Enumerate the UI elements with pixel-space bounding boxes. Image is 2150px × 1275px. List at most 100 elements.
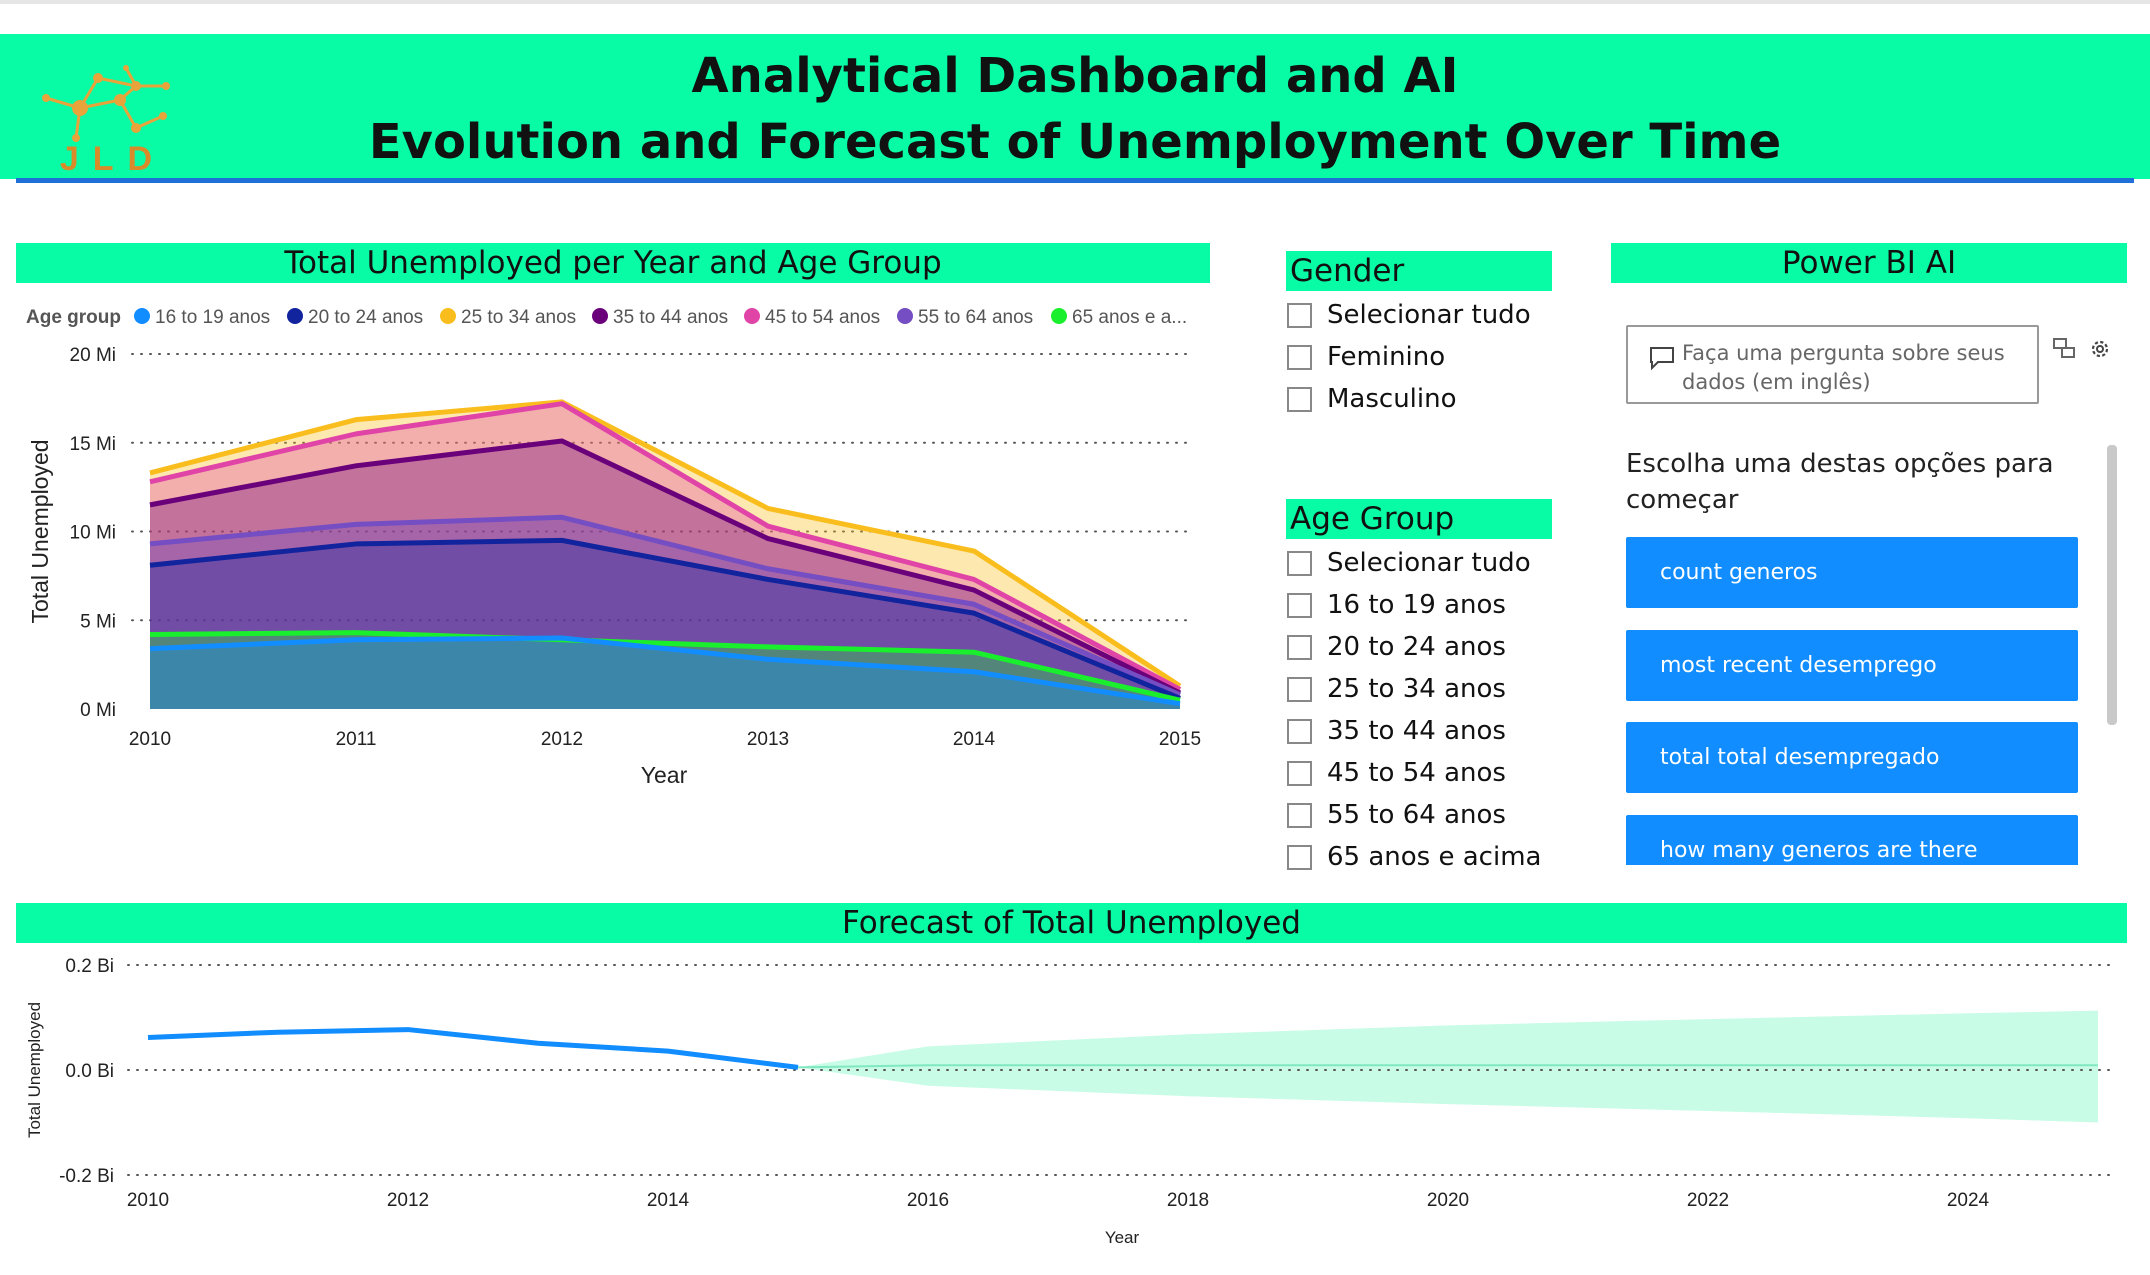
series-line-35-to-44-anos[interactable]: [149, 438, 1182, 696]
checkbox[interactable]: [1287, 844, 1312, 870]
qna-input[interactable]: Faça uma pergunta sobre seus dados (em i…: [1626, 325, 2039, 404]
logo-text: JLD: [60, 140, 166, 178]
checkbox[interactable]: [1287, 386, 1312, 412]
gender-item-label: Selecionar tudo: [1327, 300, 1531, 330]
suggestion-button[interactable]: total total desempregado: [1626, 722, 2078, 793]
age-group-item-4[interactable]: 35 to 44 anos: [1287, 716, 1506, 746]
gear-icon[interactable]: [2088, 337, 2112, 361]
x-tick-label: 2011: [336, 729, 377, 750]
gender-item-0[interactable]: Selecionar tudo: [1287, 300, 1531, 330]
checkbox[interactable]: [1287, 592, 1312, 618]
header-underline: [16, 178, 2134, 183]
y-tick-label: 0 Mi: [80, 700, 116, 721]
page-subtitle: Evolution and Forecast of Unemployment O…: [368, 114, 1782, 170]
area-55-to-64-anos: [150, 517, 1180, 709]
x-tick-label: 2012: [387, 1190, 429, 1211]
legend-marker: [1051, 308, 1067, 324]
legend-entry[interactable]: 45 to 54 anos: [765, 307, 880, 328]
suggestion-button[interactable]: most recent desemprego: [1626, 629, 2078, 701]
gender-item-label: Masculino: [1327, 384, 1457, 414]
x-tick-label: 2010: [129, 729, 171, 750]
y-tick-label: 0.2 Bi: [65, 956, 114, 977]
x-tick-label: 2010: [127, 1190, 169, 1211]
x-tick-label: 2012: [541, 729, 583, 750]
checkbox[interactable]: [1287, 634, 1312, 660]
qna-intro: Escolha uma destas opções para começar: [1626, 449, 2054, 515]
forecast-confidence-band: [798, 1010, 2098, 1123]
age-group-item-1[interactable]: 16 to 19 anos: [1287, 590, 1506, 620]
legend-entry[interactable]: 55 to 64 anos: [918, 307, 1033, 328]
header-banner: [0, 34, 2150, 179]
x-tick-label: 2015: [1159, 729, 1201, 750]
series-line-25-to-34-anos[interactable]: [149, 399, 1182, 689]
forecast-chart-title: Forecast of Total Unemployed: [16, 903, 2127, 943]
qna-scrollbar[interactable]: [2107, 445, 2117, 725]
convert-to-visual-icon[interactable]: [2052, 337, 2078, 359]
actual-line[interactable]: [147, 1027, 799, 1070]
checkbox[interactable]: [1287, 302, 1312, 328]
legend-entry[interactable]: 25 to 34 anos: [461, 307, 576, 328]
legend-marker: [592, 308, 608, 324]
page-title: Analytical Dashboard and AI: [691, 48, 1459, 104]
legend-entry[interactable]: 35 to 44 anos: [613, 307, 728, 328]
age-group-item-label: 25 to 34 anos: [1327, 674, 1506, 704]
chat-bubble-icon: [1650, 347, 1674, 371]
top-divider: [0, 0, 2150, 4]
series-line-20-to-24-anos[interactable]: [149, 537, 1181, 701]
legend-title: Age group: [26, 307, 121, 328]
gender-slicer-title: Gender: [1286, 251, 1552, 291]
age-group-item-2[interactable]: 20 to 24 anos: [1287, 632, 1506, 662]
series-line-65-anos-e-acima[interactable]: [149, 630, 1181, 703]
gender-item-2[interactable]: Masculino: [1287, 384, 1457, 414]
series-line-45-to-54-anos[interactable]: [149, 401, 1182, 692]
x-axis-label: Year: [641, 762, 688, 788]
checkbox[interactable]: [1287, 760, 1312, 786]
age-group-item-0[interactable]: Selecionar tudo: [1287, 548, 1531, 578]
checkbox[interactable]: [1287, 550, 1312, 576]
y-tick-label: 10 Mi: [70, 523, 116, 544]
checkbox[interactable]: [1287, 676, 1312, 702]
legend-marker: [287, 308, 303, 324]
x-tick-label: 2020: [1427, 1190, 1469, 1211]
series-line-16-to-19-anos[interactable]: [149, 635, 1181, 707]
area-35-to-44-anos: [150, 440, 1180, 709]
x-tick-label: 2016: [907, 1190, 949, 1211]
checkbox[interactable]: [1287, 344, 1312, 370]
legend-entry[interactable]: 16 to 19 anos: [155, 307, 270, 328]
age-group-item-label: 65 anos e acima: [1327, 842, 1542, 872]
x-tick-label: 2014: [953, 729, 996, 750]
qna-placeholder: Faça uma pergunta sobre seus dados (em i…: [1682, 341, 2005, 394]
age-group-item-label: 16 to 19 anos: [1327, 590, 1506, 620]
y-axis-label: Total Unemployed: [27, 439, 53, 623]
legend-marker: [897, 308, 913, 324]
x-tick-label: 2024: [1947, 1190, 1990, 1211]
age-group-item-label: 45 to 54 anos: [1327, 758, 1506, 788]
age-group-item-3[interactable]: 25 to 34 anos: [1287, 674, 1506, 704]
qna-title: Power BI AI: [1611, 243, 2127, 283]
y-axis-label: Total Unemployed: [25, 1002, 44, 1138]
logo: JLD: [42, 65, 170, 178]
checkbox[interactable]: [1287, 718, 1312, 744]
checkbox[interactable]: [1287, 802, 1312, 828]
legend-entry[interactable]: 65 anos e a...: [1072, 307, 1187, 328]
age-group-item-label: Selecionar tudo: [1327, 548, 1531, 578]
area-chart-title: Total Unemployed per Year and Age Group: [16, 243, 1210, 283]
legend-marker: [440, 308, 456, 324]
series-line-55-to-64-anos[interactable]: [149, 514, 1182, 698]
gender-item-label: Feminino: [1327, 342, 1446, 372]
y-tick-label: 20 Mi: [70, 345, 116, 366]
age-group-item-6[interactable]: 55 to 64 anos: [1287, 800, 1506, 830]
age-group-item-5[interactable]: 45 to 54 anos: [1287, 758, 1506, 788]
legend-entry[interactable]: 20 to 24 anos: [308, 307, 423, 328]
age-group-slicer-title: Age Group: [1286, 499, 1552, 539]
x-tick-label: 2014: [647, 1190, 690, 1211]
age-group-item-label: 35 to 44 anos: [1327, 716, 1506, 746]
qna-clip-mask: [1611, 865, 2111, 905]
y-tick-label: -0.2 Bi: [59, 1166, 114, 1187]
age-group-item-7[interactable]: 65 anos e acima: [1287, 842, 1541, 872]
x-tick-label: 2022: [1687, 1190, 1729, 1211]
y-tick-label: 0.0 Bi: [65, 1061, 114, 1082]
gender-item-1[interactable]: Feminino: [1287, 342, 1445, 372]
suggestion-button[interactable]: count generos: [1626, 537, 2078, 608]
forecast-line: [797, 1064, 2098, 1069]
